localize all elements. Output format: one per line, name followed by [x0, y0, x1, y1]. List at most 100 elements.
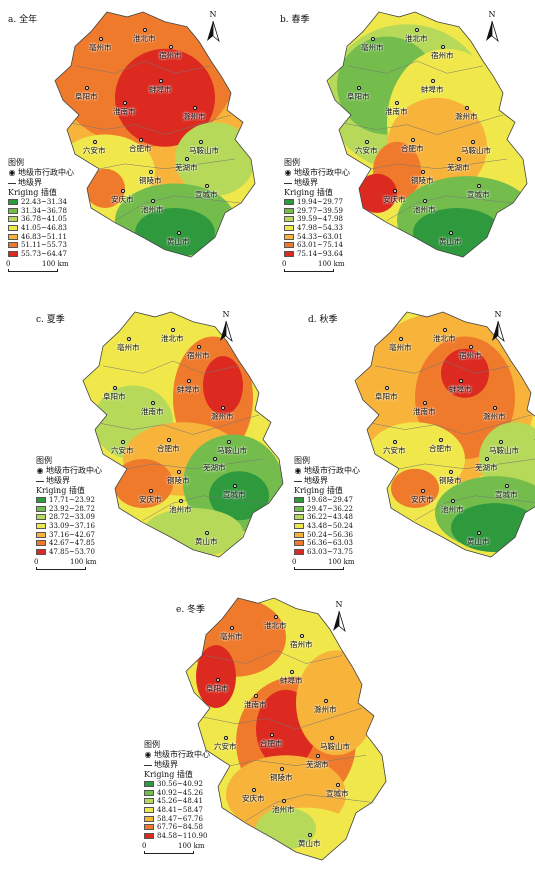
city-center-icon: ◉ [294, 466, 302, 475]
legend-swatch [8, 207, 18, 214]
prefecture-boundary [114, 195, 242, 221]
legend-class-row: 63.01~75.14 [284, 241, 350, 250]
map-legend: 图例 ◉ 地级市行政中心 地级界 Kriging 插值 30.56~40.92 40.92~… [142, 740, 210, 856]
legend-class-row: 19.68~29.47 [294, 496, 360, 505]
legend-swatch [294, 540, 304, 547]
legend-boundary-row: 地级界 [8, 178, 74, 188]
city-label: 滁州市 [483, 411, 506, 421]
city-center-marker [252, 788, 256, 793]
legend-center-row: ◉ 地级市行政中心 [294, 466, 361, 475]
legend-swatch [144, 824, 154, 831]
legend-class-row: 28.72~33.09 [36, 513, 102, 522]
interpolation-zone [175, 122, 255, 196]
city-label: 铜陵市 [270, 773, 293, 783]
legend-class-label: 19.68~29.47 [307, 496, 353, 505]
city-center-marker [485, 457, 489, 462]
legend-swatch [36, 514, 46, 521]
city-label: 亳州市 [117, 343, 140, 353]
legend-class-label: 43.48~50.24 [307, 522, 353, 531]
city-center-marker [149, 169, 153, 174]
legend-class-row: 37.16~42.67 [36, 530, 102, 539]
city-center-marker [439, 437, 443, 442]
city-center-icon: ◉ [144, 750, 152, 759]
map-legend: 图例 ◉ 地级市行政中心 地级界 Kriging 插值 22.43~31.34 31.34~… [6, 158, 74, 274]
city-label: 蚌埠市 [421, 84, 444, 94]
city-center-marker [167, 437, 171, 442]
legend-class-row: 40.92~45.26 [144, 789, 210, 798]
city-label: 滁州市 [455, 111, 478, 121]
city-label: 淮北市 [133, 33, 156, 43]
city-center-marker [324, 699, 328, 704]
city-label: 宿州市 [187, 350, 210, 360]
legend-class-row: 42.67~47.85 [36, 539, 102, 548]
legend-swatch [144, 789, 154, 796]
legend-swatch [36, 505, 46, 512]
interpolation-zone [391, 468, 439, 508]
legend-class-label: 63.03~73.75 [307, 547, 353, 556]
boundary-line-icon [144, 764, 152, 766]
legend-class-label: 75.14~93.64 [297, 249, 343, 258]
city-label: 安庆市 [242, 794, 265, 804]
city-label: 淮南市 [413, 407, 436, 416]
city-label: 合肥市 [429, 443, 452, 453]
choropleth-map [354, 311, 535, 558]
legend-class-row: 39.59~47.98 [284, 215, 350, 224]
prefecture-boundary [386, 458, 535, 472]
legend-class-label: 41.05~46.83 [21, 224, 67, 233]
city-label: 铜陵市 [439, 475, 462, 485]
interpolation-zone [203, 356, 243, 415]
city-label: 蚌埠市 [280, 676, 303, 686]
city-label: 池州市 [413, 205, 436, 214]
legend-class-row: 58.47~67.76 [144, 814, 210, 823]
city-center-marker [159, 78, 163, 83]
legend-kriging-title: Kriging 插值 [144, 770, 193, 779]
city-center-marker [93, 140, 97, 145]
province-boundary [185, 597, 387, 861]
legend-class-row: 17.71~23.92 [36, 496, 102, 505]
legend-class-label: 22.43~31.34 [21, 198, 67, 207]
legend-class-row: 23.92~28.72 [36, 505, 102, 514]
legend-class-row: 22.43~31.34 [8, 198, 74, 207]
legend-swatch [284, 242, 294, 249]
city-label: 芜湖市 [475, 463, 498, 473]
legend-swatch [8, 199, 18, 206]
scale-bar: 0 100 km [282, 260, 350, 274]
legend-class-label: 29.77~39.59 [297, 206, 343, 215]
city-label: 黄山市 [298, 838, 321, 848]
city-label: 六安市 [355, 146, 378, 156]
city-label: 芜湖市 [447, 163, 470, 173]
legend-swatch [294, 548, 304, 555]
legend-swatch [144, 781, 154, 788]
legend-kriging-title: Kriging 插值 [36, 486, 85, 495]
legend-swatch [36, 523, 46, 530]
legend-class-row: 67.76~84.58 [144, 823, 210, 832]
legend-swatch [144, 832, 154, 839]
legend-class-label: 30.56~40.92 [157, 780, 203, 789]
interpolation-zone [413, 208, 501, 257]
city-center-marker [205, 530, 209, 535]
choropleth-map [82, 311, 284, 558]
prefecture-boundary [94, 414, 260, 435]
city-center-marker [469, 344, 473, 349]
city-label: 宿州市 [459, 350, 482, 360]
prefecture-boundary [205, 650, 343, 664]
city-center-marker [471, 140, 475, 145]
legend-swatch [36, 540, 46, 547]
legend-swatch [144, 815, 154, 822]
legend-class-row: 47.85~53.70 [36, 548, 102, 557]
city-center-marker [216, 678, 220, 683]
boundary-line-icon [284, 182, 292, 184]
map-panel-1: b. 春季 亳州市 淮北市 宿州市 蚌埠市 阜阳市 淮南市 滁州市 六安市 合肥市 马鞍山市 芜湖市铜… [272, 0, 535, 290]
city-center-marker [270, 733, 274, 738]
city-center-marker [123, 101, 127, 105]
city-label: 宿州市 [431, 50, 454, 60]
panel-title: d. 秋季 [308, 315, 338, 325]
city-center-icon: ◉ [284, 168, 292, 177]
city-center-marker [459, 378, 463, 383]
city-label: 黄山市 [467, 536, 490, 546]
legend-heading: 图例 [284, 158, 300, 167]
city-center-marker [282, 798, 286, 803]
legend-kriging-title: Kriging 插值 [8, 188, 57, 197]
city-label: 阜阳市 [103, 392, 126, 402]
city-center-marker [213, 457, 217, 462]
